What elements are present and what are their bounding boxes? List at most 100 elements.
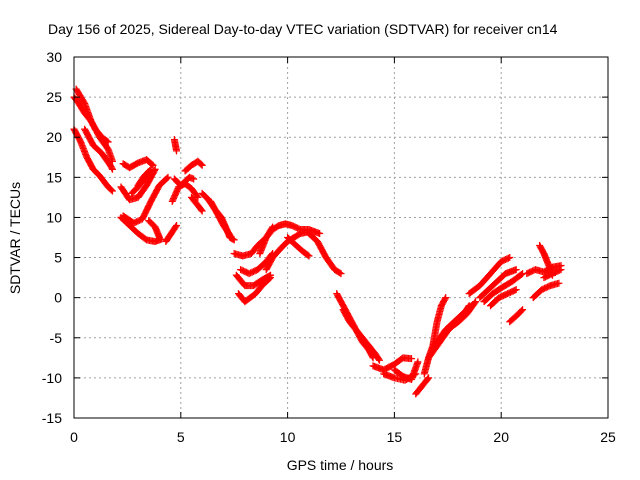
series-track-21 xyxy=(234,274,275,306)
data-point xyxy=(442,294,450,302)
y-tick-label: 20 xyxy=(46,129,62,145)
chart-title: Day 156 of 2025, Sidereal Day-to-day VTE… xyxy=(48,21,558,37)
series-track-25 xyxy=(305,229,345,278)
data-point xyxy=(198,207,206,215)
data-point xyxy=(471,299,479,307)
data-point xyxy=(375,355,383,363)
data-point xyxy=(148,160,156,168)
data-point xyxy=(198,161,206,169)
data-point xyxy=(465,302,473,310)
data-point xyxy=(149,169,157,177)
series-track-27 xyxy=(339,306,383,364)
series-track-41 xyxy=(529,279,563,302)
data-point xyxy=(172,223,180,231)
series-track-24 xyxy=(284,234,313,260)
x-tick-label: 10 xyxy=(280,429,296,445)
data-point xyxy=(512,266,520,274)
data-point xyxy=(555,279,563,287)
series-track-28 xyxy=(369,354,415,374)
series-track-5 xyxy=(119,156,157,172)
x-tick-label: 25 xyxy=(600,429,616,445)
data-point xyxy=(164,173,172,181)
data-point xyxy=(265,275,273,283)
data-point xyxy=(230,236,238,244)
series-track-11 xyxy=(170,136,181,155)
data-point xyxy=(512,286,520,294)
data-point xyxy=(337,270,345,278)
series-track-31 xyxy=(412,374,433,398)
y-tick-label: 25 xyxy=(46,89,62,105)
series-track-7 xyxy=(119,173,172,227)
series-track-12 xyxy=(168,180,202,205)
data-point xyxy=(148,170,156,178)
series-track-35 xyxy=(433,302,473,346)
y-tick-label: -5 xyxy=(50,330,63,346)
data-point xyxy=(304,251,312,259)
x-tick-label: 0 xyxy=(70,429,78,445)
series-track-19 xyxy=(237,250,277,278)
series-track-13 xyxy=(170,173,198,189)
data-point xyxy=(194,193,202,201)
series-track-9 xyxy=(145,217,163,241)
series-track-44 xyxy=(540,266,565,282)
data-point xyxy=(108,164,116,172)
series-track-17 xyxy=(207,197,234,239)
series-track-4 xyxy=(81,125,116,173)
data-point xyxy=(197,206,205,214)
data-point xyxy=(519,306,527,314)
data-point xyxy=(173,221,181,229)
x-tick-label: 15 xyxy=(387,429,403,445)
data-point xyxy=(464,303,472,311)
data-point xyxy=(425,374,433,382)
data-point xyxy=(375,356,383,364)
y-tick-label: -10 xyxy=(42,370,62,386)
data-point xyxy=(511,286,519,294)
y-tick-label: 0 xyxy=(54,290,62,306)
data-point xyxy=(163,174,171,182)
y-tick-label: 30 xyxy=(46,49,62,65)
data-point xyxy=(108,165,116,173)
data-point xyxy=(556,266,564,274)
y-tick-label: 10 xyxy=(46,209,62,225)
data-point xyxy=(441,295,449,303)
data-point xyxy=(316,229,324,237)
data-point xyxy=(108,187,116,195)
data-point xyxy=(193,192,201,200)
data-point xyxy=(107,186,115,194)
series-track-38 xyxy=(480,270,527,306)
series-track-15 xyxy=(187,193,206,215)
y-tick-label: 15 xyxy=(46,169,62,185)
data-point xyxy=(267,274,275,282)
data-point xyxy=(226,231,234,239)
data-point xyxy=(517,307,525,315)
axis-ticks: 0 5 10 15 20 25 -15 -10 -5 0 5 10 15 20 25 30 xyxy=(42,49,616,445)
plot-frame xyxy=(73,56,609,419)
data-point xyxy=(504,254,512,262)
series-track-10 xyxy=(162,221,181,246)
x-axis-label: GPS time / hours xyxy=(287,457,394,473)
data-point xyxy=(557,266,565,274)
data-point xyxy=(506,254,514,262)
data-point xyxy=(305,252,313,260)
data-points xyxy=(70,85,565,398)
data-point xyxy=(414,358,422,366)
data-point xyxy=(424,375,432,383)
series-track-39 xyxy=(487,286,520,310)
data-point xyxy=(225,230,233,238)
data-point xyxy=(517,270,525,278)
y-tick-label: 5 xyxy=(54,250,62,266)
x-tick-label: 20 xyxy=(493,429,509,445)
data-point xyxy=(190,175,198,183)
series-track-40 xyxy=(506,306,527,326)
y-tick-label: -15 xyxy=(42,410,62,426)
data-point xyxy=(155,234,163,241)
y-axis-label: SDTVAR / TECUs xyxy=(7,182,23,294)
x-tick-label: 5 xyxy=(177,429,185,445)
data-point xyxy=(149,161,157,169)
series-track-42 xyxy=(523,262,565,278)
data-point xyxy=(336,269,344,277)
series-track-30 xyxy=(390,358,422,383)
data-point xyxy=(173,147,181,155)
data-point xyxy=(472,298,480,306)
